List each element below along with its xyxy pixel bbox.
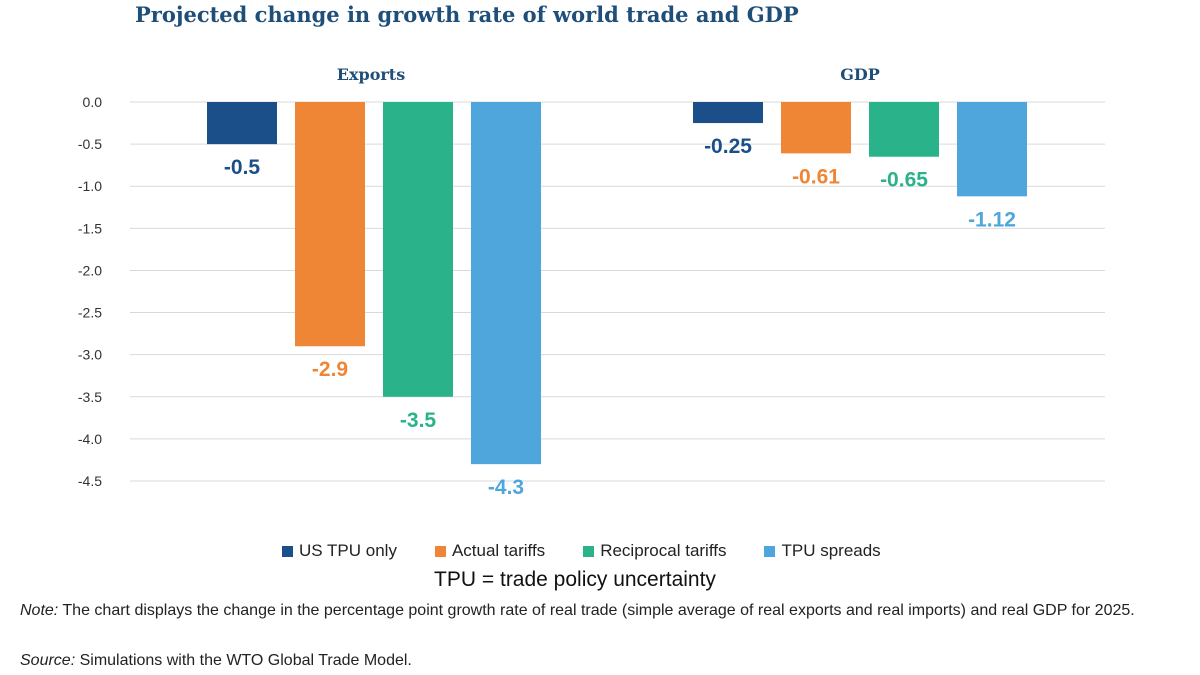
note-text: The chart displays the change in the per…: [58, 602, 1135, 619]
chart-note: Note: The chart displays the change in t…: [20, 599, 1180, 622]
y-tick-label: -2.0: [78, 262, 102, 278]
data-label: -3.5: [400, 409, 437, 432]
legend-swatch-tpu-spreads: [764, 545, 776, 557]
data-label: -1.12: [968, 208, 1016, 231]
chart-source: Source: Simulations with the WTO Global …: [20, 652, 412, 670]
bar: [693, 102, 763, 124]
legend-label-reciprocal-tariffs: Reciprocal tariffs: [600, 541, 727, 560]
legend: US TPU only Actual tariffs Reciprocal ta…: [282, 541, 881, 561]
legend-item-actual-tariffs: Actual tariffs: [434, 541, 546, 561]
data-label: -0.65: [880, 169, 928, 192]
chart-title: Projected change in growth rate of world…: [135, 2, 799, 27]
y-tick-label: -0.5: [78, 136, 102, 152]
y-tick-label: -2.5: [78, 305, 102, 321]
legend-swatch-reciprocal-tariffs: [583, 545, 595, 557]
y-tick-label: -1.0: [78, 178, 102, 194]
data-label: -4.3: [488, 476, 524, 499]
y-tick-label: -1.5: [78, 220, 102, 236]
note-label: Note:: [20, 602, 59, 619]
bar: [471, 102, 541, 465]
y-tick-label: 0.0: [83, 94, 103, 110]
bar: [295, 102, 365, 347]
legend-label-tpu-spreads: TPU spreads: [781, 541, 881, 560]
data-label: -0.25: [704, 135, 752, 158]
legend-label-us-tpu-only: US TPU only: [299, 541, 397, 560]
legend-item-reciprocal-tariffs: Reciprocal tariffs: [583, 541, 726, 561]
tpu-definition: TPU = trade policy uncertainty: [434, 568, 716, 591]
bar: [869, 102, 939, 157]
y-tick-label: -4.0: [78, 431, 102, 447]
bar: [781, 102, 851, 154]
panel-title: GDP: [840, 65, 880, 84]
y-tick-label: -3.0: [78, 347, 102, 363]
bar: [207, 102, 277, 145]
bar-chart: 0.0 -0.5 -1.0 -1.5 -2.0 -2.5 -3.0 -3.5 -4.0 -4.5 E…: [78, 65, 1105, 499]
legend-swatch-actual-tariffs: [434, 545, 446, 557]
bar: [383, 102, 453, 397]
legend-label-actual-tariffs: Actual tariffs: [451, 541, 546, 560]
y-tick-label: -4.5: [78, 473, 102, 489]
y-tick-label: -3.5: [78, 389, 102, 405]
source-text: Simulations with the WTO Global Trade Mo…: [75, 652, 412, 669]
data-label: -0.5: [224, 156, 261, 179]
data-label: -0.61: [792, 165, 840, 188]
bar: [957, 102, 1027, 197]
legend-item-us-tpu-only: US TPU only: [282, 541, 397, 561]
panel-title: Exports: [337, 65, 405, 84]
legend-item-tpu-spreads: TPU spreads: [764, 541, 881, 561]
legend-swatch-us-tpu-only: [282, 545, 293, 557]
source-label: Source:: [20, 652, 76, 669]
data-label: -2.9: [312, 358, 348, 381]
